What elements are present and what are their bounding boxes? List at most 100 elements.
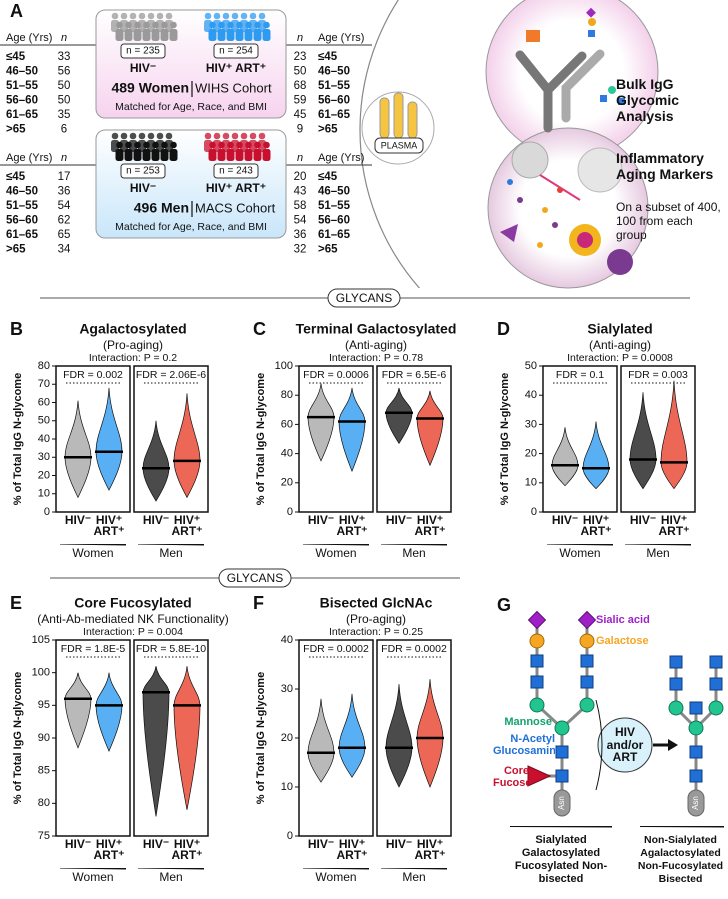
- age-label: >65: [318, 124, 338, 136]
- person-head: [161, 21, 168, 29]
- asn-label: Asn: [557, 796, 566, 810]
- chart-title: Core Fucosylated: [74, 595, 191, 611]
- fdr-label: FDR = 0.0002: [303, 643, 369, 655]
- person-head: [209, 141, 216, 149]
- facet-box: [620, 365, 696, 513]
- group-label-frame: HIV⁻: [386, 515, 412, 526]
- panel-letter: F: [253, 593, 264, 613]
- n-value: 56: [58, 66, 71, 78]
- person-head: [245, 141, 252, 149]
- group-label: HIV⁺ ART⁺: [580, 515, 612, 538]
- person-body: [235, 149, 244, 161]
- person-head: [209, 21, 216, 29]
- chart-title: Terminal Galactosylated: [296, 321, 457, 337]
- violin: [338, 693, 366, 778]
- chart-subtitle: (Pro-aging): [103, 338, 163, 352]
- y-tick-label: 95: [38, 699, 50, 711]
- violin: [142, 420, 170, 502]
- group-label: HIV⁺ ART⁺: [171, 839, 203, 862]
- violin: [173, 393, 201, 499]
- violin: [416, 679, 444, 788]
- n-total: n = 235: [126, 46, 160, 57]
- after-label: Non-Sialylated Agalactosylated Non-Fucos…: [637, 834, 724, 885]
- person-body: [124, 149, 133, 161]
- person-head: [213, 132, 221, 140]
- after-label-frame: Non-Sialylated Agalactosylated Non-Fucos…: [637, 834, 724, 885]
- group-label-frame: HIV⁻: [64, 515, 92, 527]
- n-value: 62: [58, 215, 71, 227]
- fdr-label: FDR = 2.06E-6: [136, 369, 206, 381]
- person-head: [204, 132, 212, 140]
- treatment-circle: [597, 717, 653, 773]
- glcnac: [530, 675, 544, 689]
- facet-rule: [547, 544, 613, 546]
- label-rule: [510, 826, 612, 828]
- n-value: 6: [61, 124, 67, 136]
- overview-scene: [359, 0, 659, 289]
- treatment-label: HIV and/or ART: [606, 726, 644, 764]
- person-head: [129, 132, 137, 140]
- facet-rule: [138, 544, 204, 546]
- facet-rule: [60, 544, 126, 546]
- age-label: ≤45: [6, 171, 26, 183]
- y-tick-label: 80: [281, 389, 293, 401]
- person-head: [222, 12, 230, 20]
- person-head: [227, 141, 234, 149]
- y-tick-label: 10: [525, 477, 537, 489]
- person-head: [236, 141, 243, 149]
- person-head: [156, 12, 164, 20]
- glcnac: [689, 701, 703, 715]
- group-label-frame: HIV⁺ ART⁺: [337, 515, 368, 537]
- sialic-acid: [577, 610, 597, 630]
- violin: [142, 666, 170, 817]
- violin: [660, 380, 688, 490]
- group-label: HIV⁺ ART⁺: [171, 515, 203, 538]
- person-head: [245, 21, 252, 29]
- glcnac: [580, 654, 594, 668]
- interaction-label: Interaction: P = 0.0008: [567, 352, 673, 364]
- table-header: n: [61, 152, 67, 164]
- group-label-frame: HIV⁺ ART⁺: [580, 515, 612, 538]
- person-head: [249, 132, 257, 140]
- interaction-label: Interaction: P = 0.004: [83, 626, 183, 638]
- person-head: [254, 141, 261, 149]
- facet-box: [376, 639, 452, 837]
- person-head: [263, 21, 270, 29]
- interaction-label: Interaction: P = 0.2: [89, 352, 177, 364]
- facet-rule: [60, 868, 126, 870]
- banner-label: GLYCANS: [227, 571, 283, 585]
- subset-note-frame: On a subset of 400, 100 from each group: [616, 200, 721, 242]
- y-tick-label: 60: [281, 418, 293, 430]
- group-label: HIV⁻: [307, 515, 335, 527]
- group-label: HIV⁻: [130, 181, 156, 195]
- y-tick-label: 50: [525, 360, 537, 372]
- group-label: HIV⁺ ART⁺: [206, 61, 266, 75]
- y-tick-label: 20: [281, 477, 293, 489]
- table-header: Age (Yrs): [318, 32, 364, 44]
- group-label: HIV⁻: [551, 515, 579, 527]
- facet-rule: [625, 544, 691, 546]
- y-tick-label: 105: [32, 634, 50, 646]
- group-label: HIV⁻: [64, 515, 92, 527]
- fdr-label: FDR = 5.8E-10: [136, 643, 206, 655]
- person-body: [262, 149, 271, 161]
- chart-title: Bisected GlcNAc: [320, 595, 433, 611]
- y-axis-label: % of Total IgG N-glycome: [12, 373, 24, 505]
- y-tick-label: 40: [38, 433, 50, 445]
- core-fucose: [527, 765, 552, 787]
- banner-box: [218, 568, 292, 588]
- antibody-tip: [526, 30, 540, 42]
- violin: [385, 684, 413, 788]
- person-head: [165, 12, 173, 20]
- y-axis-label: % of Total IgG N-glycome: [12, 672, 24, 804]
- facet-rule: [381, 868, 447, 870]
- chart-subtitle: (Anti-Ab-mediated NK Functionality): [37, 612, 228, 626]
- age-label: 51–55: [318, 80, 351, 92]
- label-rule: [640, 826, 724, 828]
- before-label-frame: Sialylated Galactosylated Fucosylated No…: [515, 834, 607, 885]
- y-tick-label: 10: [38, 488, 50, 500]
- glcnac: [689, 769, 703, 783]
- inflam-label: Inflammatory Aging Markers: [616, 150, 714, 182]
- person-head: [258, 132, 266, 140]
